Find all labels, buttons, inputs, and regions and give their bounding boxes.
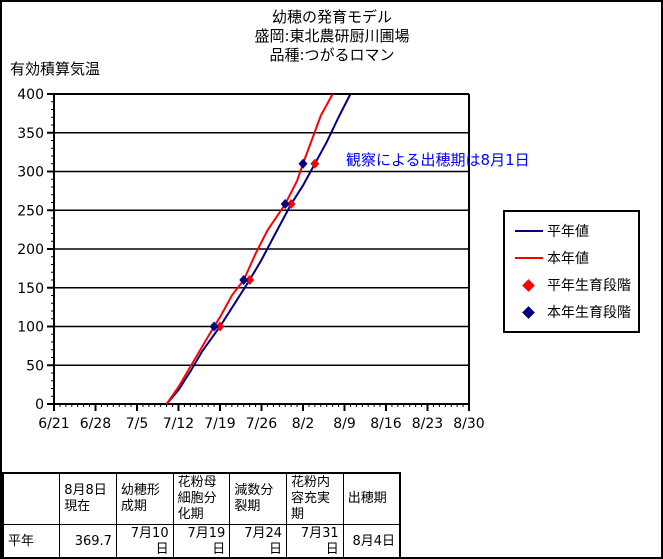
annotation-heading-date: 観察による出穂期は8月1日 [346,151,530,169]
svg-text:150: 150 [17,281,44,297]
header-panicle-formation: 幼穂形成期 [115,472,174,525]
chart-plot: 0 50 100 150 200 250 300 350 400 6/21 6/28 7/5 7/12 7… [17,87,484,432]
legend-label: 平年生育段階 [547,278,631,294]
this-year-line-swatch [515,257,543,259]
chart-subtitle-location: 盛岡:東北農研厨川圃場 [254,27,410,45]
svg-text:400: 400 [17,87,44,103]
stage-table-wrap: 8月8日現在 幼穂形成期 花粉母細胞分化期 減数分裂期 花粉内容充実期 出穂期 … [2,472,401,557]
legend-label: 平年値 [547,224,589,240]
chart-title: 幼穂の発育モデル [271,8,392,26]
svg-text:50: 50 [26,358,44,374]
svg-text:8/16: 8/16 [370,416,402,432]
svg-text:7/5: 7/5 [126,416,149,432]
legend-item-thisyear-line: 本年値 [515,248,634,268]
row-label-normal: 平年 [2,524,61,557]
header-blank [2,472,61,525]
svg-text:8/9: 8/9 [333,416,356,432]
svg-text:200: 200 [17,242,44,258]
table-row: 平年 369.7 7月10日 7月19日 7月24日 7月31日 8月4日 [2,524,401,557]
legend-item-normal-stage: 平年生育段階 [515,275,634,295]
chart-title-block: 幼穂の発育モデル 盛岡:東北農研厨川圃場 品種:つがるロマン [132,8,532,65]
table-header-row: 8月8日現在 幼穂形成期 花粉母細胞分化期 減数分裂期 花粉内容充実期 出穂期 [2,472,401,525]
header-pollen-filling: 花粉内容充実期 [286,472,344,525]
legend-label: 本年値 [547,251,589,267]
svg-text:8/23: 8/23 [412,416,443,432]
svg-text:7/12: 7/12 [163,416,194,432]
svg-text:6/21: 6/21 [38,416,69,432]
cell: 369.7 [59,524,117,557]
svg-text:8/30: 8/30 [453,416,484,432]
svg-text:6/28: 6/28 [80,416,111,432]
header-pollen-mother-cell: 花粉母細胞分化期 [172,472,231,525]
cell: 7月24日 [229,524,288,557]
svg-text:350: 350 [17,126,44,142]
chart-subtitle-variety: 品種:つがるロマン [269,46,395,64]
cell: 7月10日 [115,524,174,557]
svg-text:250: 250 [17,203,44,219]
cell: 7月31日 [286,524,344,557]
legend-item-normal-line: 平年値 [515,221,634,241]
svg-text:300: 300 [17,165,44,181]
svg-text:100: 100 [17,320,44,336]
legend-label: 本年生育段階 [547,305,631,321]
cell: 7月19日 [172,524,231,557]
svg-text:8/2: 8/2 [292,416,315,432]
y-axis-title: 有効積算気温 [10,60,101,78]
svg-text:7/19: 7/19 [204,416,235,432]
header-heading: 出穂期 [342,472,401,525]
legend-item-thisyear-stage: 本年生育段階 [515,302,634,322]
normal-year-line-swatch [515,230,543,232]
normal-stage-diamond-icon [522,278,535,292]
cell: 8月4日 [342,524,401,557]
svg-text:7/26: 7/26 [246,416,278,432]
this-year-stage-diamond-icon [522,305,535,319]
stage-table: 8月8日現在 幼穂形成期 花粉母細胞分化期 減数分裂期 花粉内容充実期 出穂期 … [2,472,401,557]
chart-legend: 平年値 本年値 平年生育段階 本年生育段階 [503,210,640,333]
header-meiosis: 減数分裂期 [229,472,288,525]
header-current: 8月8日現在 [59,472,117,525]
svg-text:0: 0 [35,397,44,413]
